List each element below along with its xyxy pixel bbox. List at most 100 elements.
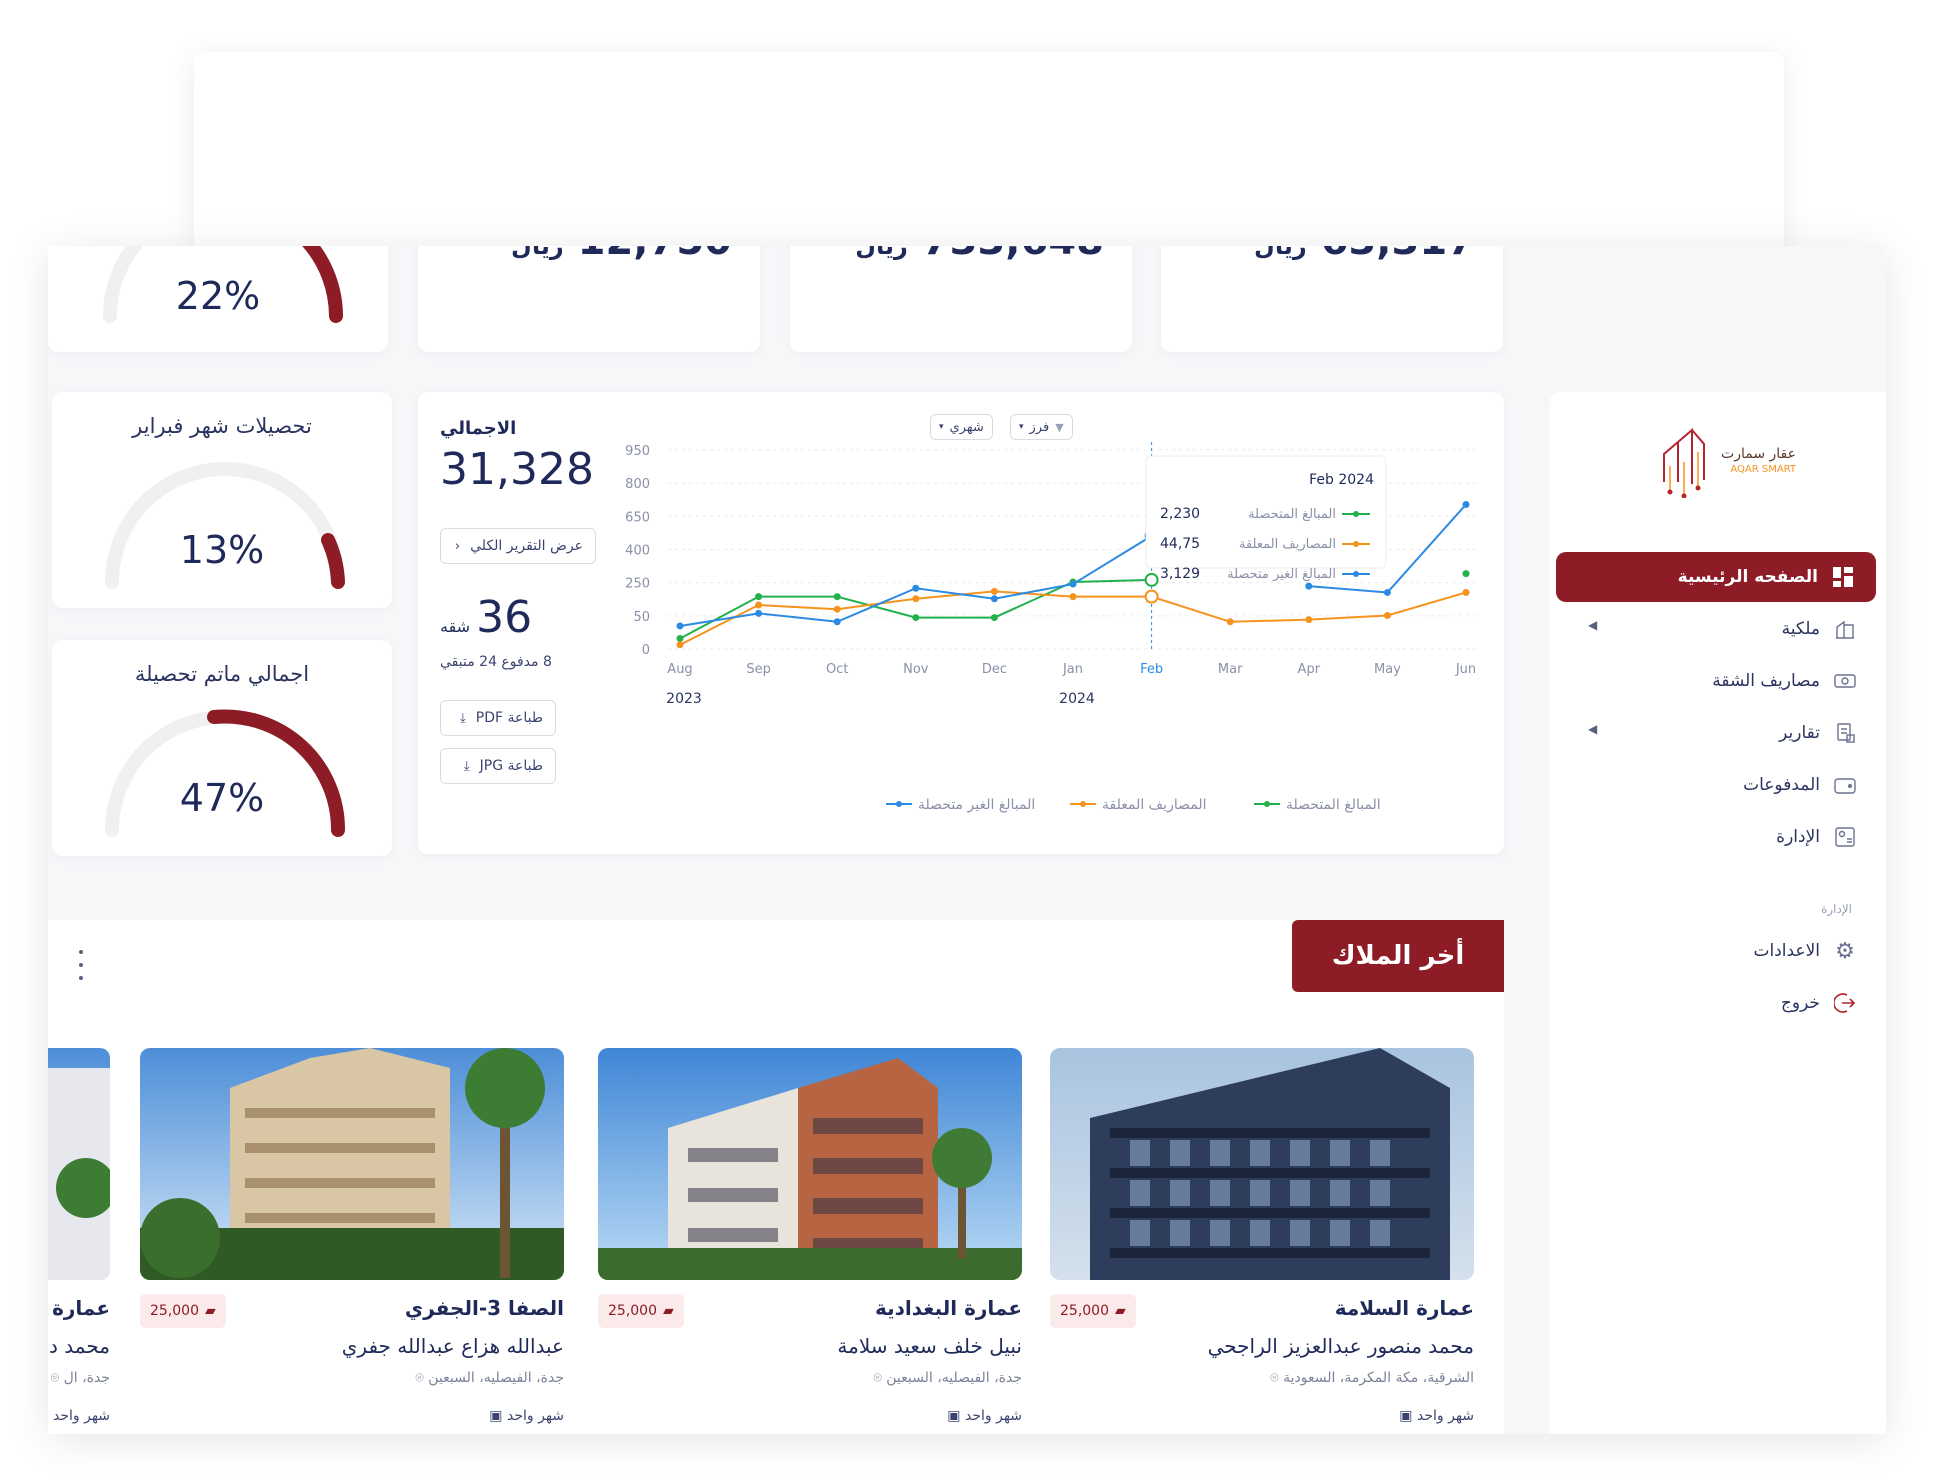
data-point[interactable] [990,595,998,603]
data-point[interactable] [1462,588,1470,596]
print-jpg-label: طباعة JPG [479,758,543,774]
data-point[interactable] [1462,500,1470,508]
location-pin-icon: ⌾ [50,1370,60,1386]
nav-apartment-expenses-label: مصاريف الشقة [1712,671,1820,691]
price-value: 25,000 [608,1303,657,1319]
print-jpg-button[interactable]: طباعة JPG ⤓ [440,748,556,784]
data-point[interactable] [912,595,920,603]
property-card[interactable]: عمارة ا محمد د جدة، ال ⌾ شهر واحد ▣ [48,1048,110,1424]
stat-value: 12,750 [578,246,732,264]
total-label: الاجمالي [440,418,517,439]
data-point[interactable] [833,618,841,626]
calendar-icon: ▣ [489,1408,503,1424]
gauge-title: تحصيلات شهر فبراير [132,414,312,438]
legend-item[interactable]: المبالغ الغير متحصلة [886,797,1035,813]
legend-label: المبالغ الغير متحصلة [918,797,1035,813]
data-point[interactable] [833,593,841,601]
property-location: جدة، الفيصليه، السبعين [428,1370,564,1386]
data-point[interactable] [755,593,763,601]
filter-icon: ▼ [1055,420,1064,434]
line-chart: 950 800 650 400 250 50 0 Aug Sep Oct Nov Dec Jan Feb M… [625,442,1478,813]
data-point[interactable] [1069,580,1077,588]
data-point[interactable] [1144,589,1159,604]
data-point[interactable] [1305,582,1313,590]
data-point[interactable] [990,614,998,622]
property-card[interactable]: عمارة السلامة محمد منصور عبدالعزيز الراج… [1050,1048,1474,1424]
full-report-button[interactable]: عرض التقرير الكلي ‹ [440,528,596,564]
chevron-left-icon: ‹ [454,538,461,554]
group-filter[interactable]: ▼ فرز ▾ [1010,414,1073,440]
units-unit: شقه [440,617,471,636]
data-point[interactable] [1144,572,1159,587]
nav-ownership[interactable]: ملكية [1782,604,1856,654]
nav-reports-label: تقارير [1779,723,1820,743]
x-tick-label: Jan [1062,662,1083,677]
data-point[interactable] [1069,593,1077,601]
y-tick-label: 0 [642,643,650,658]
tooltip-row-label: المصاريف المعلقة [1239,537,1336,552]
download-icon: ⤓ [463,758,470,774]
property-owner: محمد منصور عبدالعزيز الراجحي [1207,1334,1474,1358]
more-options-icon[interactable] [78,950,84,980]
units-value: 36 [476,592,533,643]
price-badge: 25,000 ▰ [1050,1294,1136,1328]
expand-arrow-icon[interactable]: ◀ [1588,722,1598,736]
property-card[interactable]: الصفا 3-الجفري عبدالله هزاع عبدالله جفري… [140,1048,564,1424]
data-point[interactable] [912,614,920,622]
x-tick-label: Apr [1298,662,1321,677]
background-card [194,52,1784,272]
property-location: الشرقية، مكة المكرمة، السعودية [1283,1370,1474,1386]
nav-home[interactable]: الصفحه الرئيسية [1556,552,1876,602]
nav-administration[interactable]: الإدارة [1776,812,1856,862]
data-point[interactable] [833,605,841,613]
data-point[interactable] [1383,611,1391,619]
data-point[interactable] [676,641,684,649]
property-location: جدة، ال [63,1370,110,1386]
chart-tooltip: Feb 2024 المبالغ المتحصلة 2,230 المصاريف ال… [1145,455,1387,582]
property-card[interactable]: عمارة البغدادية نبيل خلف سعيد سلامة جدة،… [598,1048,1022,1424]
y-tick-label: 800 [625,477,650,492]
x-tick-label: Feb [1140,662,1163,677]
y-tick-label: 950 [625,444,650,459]
data-point[interactable] [755,609,763,617]
nav-logout[interactable]: خروج [1781,978,1856,1028]
full-report-label: عرض التقرير الكلي [470,538,583,554]
logo-text-ar: عقار سمارت [1721,446,1796,462]
stat-value: 63,317 [1321,246,1475,264]
data-point[interactable] [755,601,763,609]
data-point[interactable] [1383,588,1391,596]
property-image [1050,1048,1474,1280]
data-point[interactable] [1305,616,1313,624]
nav-payments[interactable]: المدفوعات [1743,760,1856,810]
gear-icon: ⚙ [1835,938,1855,964]
stat-card-1: 63,317 ريال [1161,246,1503,352]
property-owner: محمد د [49,1334,110,1358]
section-label-admin: الإدارة [1821,902,1852,916]
print-pdf-button[interactable]: طباعة PDF ⤓ [440,700,556,736]
data-point[interactable] [1226,618,1234,626]
data-point[interactable] [990,587,998,595]
price-badge: 25,000 ▰ [140,1294,226,1328]
gauge-percent: 13% [179,528,265,572]
calendar-icon: ▣ [48,1408,49,1424]
gauge-percent: 47% [179,776,265,820]
nav-apartment-expenses[interactable]: مصاريف الشقة [1712,656,1856,706]
nav-reports[interactable]: تقارير [1779,708,1856,758]
gauge-chart [105,709,346,837]
nav-settings[interactable]: الاعدادات ⚙ [1753,926,1856,976]
gauge-chart [103,246,343,323]
calendar-icon: ▣ [1399,1408,1413,1424]
money-icon: ▰ [663,1303,674,1319]
legend-item[interactable]: المبالغ المتحصلة [1254,797,1381,813]
location-pin-icon: ⌾ [873,1370,882,1386]
period-filter[interactable]: شهري ▾ [930,414,993,440]
expand-arrow-icon[interactable]: ◀ [1588,618,1598,632]
property-image [48,1048,110,1280]
data-point[interactable] [912,584,920,592]
data-point[interactable] [1462,570,1470,578]
property-name: عمارة ا [48,1296,110,1320]
data-point[interactable] [676,635,684,643]
legend-item[interactable]: المصاريف المعلقة [1070,797,1206,813]
x-tick-label: Jun [1455,662,1476,677]
data-point[interactable] [676,622,684,630]
